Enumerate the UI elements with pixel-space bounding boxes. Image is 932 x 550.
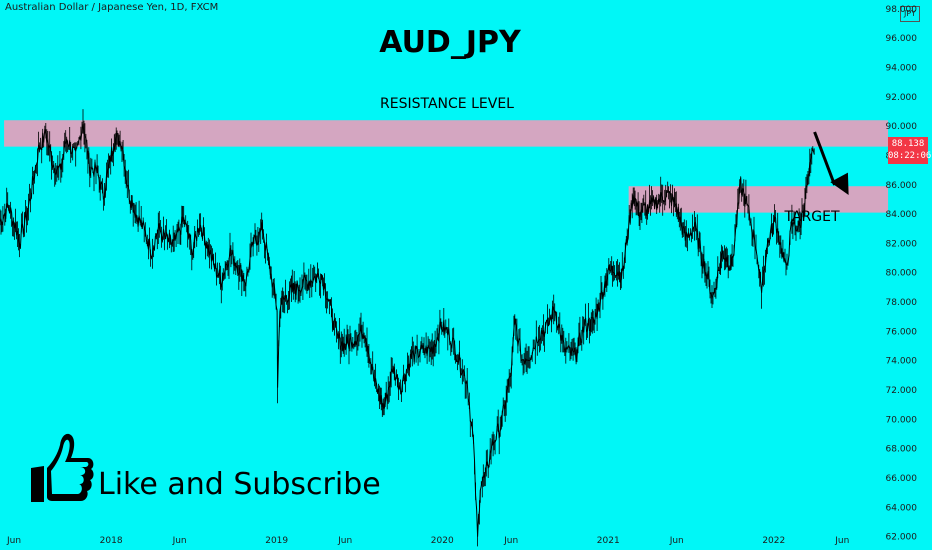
y-tick-label: 92.000 xyxy=(886,93,918,103)
currency-badge[interactable]: JPY xyxy=(900,6,920,22)
y-tick-label: 98.000 xyxy=(886,5,918,15)
x-tick-label: 2021 xyxy=(597,536,620,546)
x-tick-label: Jun xyxy=(503,536,518,546)
current-price-badge: 88.138 08:22:06 xyxy=(888,137,932,164)
y-tick-label: 96.000 xyxy=(886,34,918,44)
like-subscribe-text: Like and Subscribe xyxy=(98,467,381,502)
annotation-layer xyxy=(813,131,849,196)
y-tick-label: 72.000 xyxy=(886,386,918,396)
y-tick-label: 70.000 xyxy=(886,415,918,425)
y-tick-label: 90.000 xyxy=(886,122,918,132)
y-tick-label: 64.000 xyxy=(886,503,918,513)
y-tick-label: 82.000 xyxy=(886,239,918,249)
x-tick-label: 2018 xyxy=(100,536,123,546)
chart-title: AUD_JPY xyxy=(379,25,522,60)
axis-layer: 62.000 64.000 66.000 68.000 70.000 72.000 74.0… xyxy=(6,5,917,546)
y-tick-label: 74.000 xyxy=(886,357,918,367)
x-tick-label: Jun xyxy=(337,536,352,546)
x-tick-label: Jun xyxy=(6,536,21,546)
y-tick-label: 66.000 xyxy=(886,474,918,484)
zones-layer xyxy=(4,120,889,213)
target-label: TARGET xyxy=(783,209,839,225)
y-tick-label: 68.000 xyxy=(886,445,918,455)
resistance-label: RESISTANCE LEVEL xyxy=(380,96,514,112)
x-tick-label: 2022 xyxy=(762,536,785,546)
x-tick-label: Jun xyxy=(172,536,187,546)
bar-countdown: 08:22:06 xyxy=(888,151,932,161)
y-tick-label: 84.000 xyxy=(886,210,918,220)
series-layer xyxy=(0,109,815,547)
y-tick-label: 86.000 xyxy=(886,181,918,191)
target-arrow-line[interactable] xyxy=(813,131,837,186)
price-series-wicks xyxy=(0,109,815,547)
x-tick-label: Jun xyxy=(834,536,849,546)
current-price: 88.138 xyxy=(891,139,925,149)
x-tick-label: 2020 xyxy=(431,536,454,546)
x-tick-label: 2019 xyxy=(265,536,288,546)
y-tick-label: 94.000 xyxy=(886,63,918,73)
x-tick-label: Jun xyxy=(669,536,684,546)
y-tick-label: 76.000 xyxy=(886,327,918,337)
resistance-zone[interactable] xyxy=(4,120,889,147)
symbol-header: Australian Dollar / Japanese Yen, 1D, FX… xyxy=(5,2,219,13)
y-tick-label: 62.000 xyxy=(886,533,918,543)
thumbs-up-icon xyxy=(31,433,94,502)
y-tick-label: 80.000 xyxy=(886,269,918,279)
target-arrow-head xyxy=(830,172,849,196)
y-tick-label: 78.000 xyxy=(886,298,918,308)
